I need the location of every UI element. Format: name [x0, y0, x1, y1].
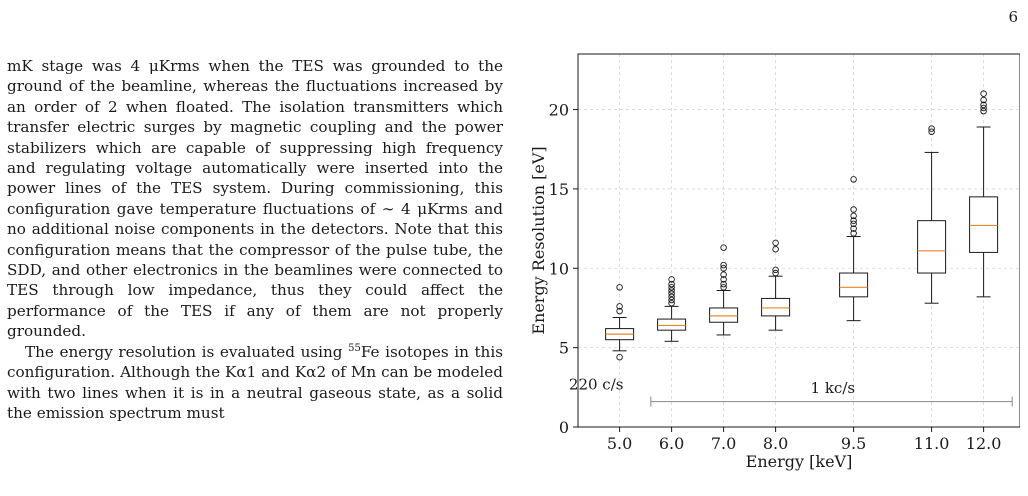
outlier-point: [850, 176, 857, 183]
outlier-point: [668, 290, 675, 297]
outlier-point: [720, 271, 727, 278]
x-tick-label: 6.0: [659, 434, 684, 453]
box: [839, 272, 869, 298]
outlier-point: [850, 225, 857, 232]
outlier-point: [668, 287, 675, 294]
body-text: mK stage was 4 μKrms when the TES was gr…: [7, 56, 503, 423]
paragraph-2: The energy resolution is evaluated using…: [7, 342, 503, 422]
x-tick-label: 11.0: [914, 434, 950, 453]
paragraph-1: mK stage was 4 μKrms when the TES was gr…: [7, 57, 503, 341]
y-tick-label: 20: [549, 101, 569, 120]
x-axis-label: Energy [keV]: [746, 452, 853, 471]
box: [709, 307, 739, 323]
outlier-point: [850, 212, 857, 220]
x-tick-label: 12.0: [966, 434, 1002, 453]
energy-resolution-boxplot: 0 5 10 15 20 5.0 6.0 7.0 8.0 9.5 11.0 12.0 220 c/s 1 …: [529, 53, 1020, 471]
outlier-point: [928, 125, 935, 132]
y-tick-label: 10: [549, 259, 569, 278]
outlier-point: [772, 269, 779, 277]
x-tick-label: 5.0: [607, 434, 632, 453]
outlier-point: [668, 299, 675, 307]
outlier-point: [772, 239, 779, 247]
outlier-point: [980, 107, 987, 115]
outlier-point: [720, 244, 727, 251]
box: [917, 220, 947, 274]
count-rate-annotation: 220 c/s: [569, 376, 624, 394]
outlier-point: [772, 266, 779, 274]
outlier-point: [668, 296, 675, 304]
outlier-point: [850, 217, 857, 224]
count-rate-annotation: 1 kc/s: [811, 379, 856, 397]
outlier-point: [980, 96, 987, 104]
outlier-point: [980, 101, 987, 109]
outlier-point: [720, 280, 727, 288]
outlier-point: [850, 220, 857, 228]
outlier-point: [616, 303, 623, 310]
outlier-point: [668, 280, 675, 288]
y-tick-label: 5: [559, 339, 569, 358]
x-tick-label: 9.5: [841, 434, 866, 453]
y-tick-label: 0: [559, 418, 569, 437]
outlier-point: [850, 230, 857, 237]
outlier-point: [850, 206, 857, 213]
outlier-point: [616, 307, 623, 315]
outlier-point: [980, 90, 987, 97]
outlier-point: [668, 276, 675, 283]
outlier-point: [928, 128, 935, 136]
outlier-point: [616, 284, 623, 291]
y-axis-label: Energy Resolution [eV]: [529, 146, 548, 334]
outlier-point: [668, 284, 675, 291]
box: [969, 196, 999, 253]
y-tick-label: 15: [549, 180, 569, 199]
x-tick-label: 8.0: [763, 434, 788, 453]
outlier-point: [720, 284, 727, 291]
x-tick-label: 7.0: [711, 434, 736, 453]
box: [761, 297, 791, 317]
outlier-point: [616, 353, 623, 361]
outlier-point: [720, 261, 727, 269]
plot-frame: [577, 53, 1020, 428]
outlier-point: [980, 104, 987, 112]
outlier-point: [720, 265, 727, 272]
page-number: 6: [1008, 8, 1018, 26]
box: [657, 318, 687, 331]
outlier-point: [772, 245, 779, 253]
outlier-point: [720, 276, 727, 283]
outlier-point: [668, 293, 675, 301]
